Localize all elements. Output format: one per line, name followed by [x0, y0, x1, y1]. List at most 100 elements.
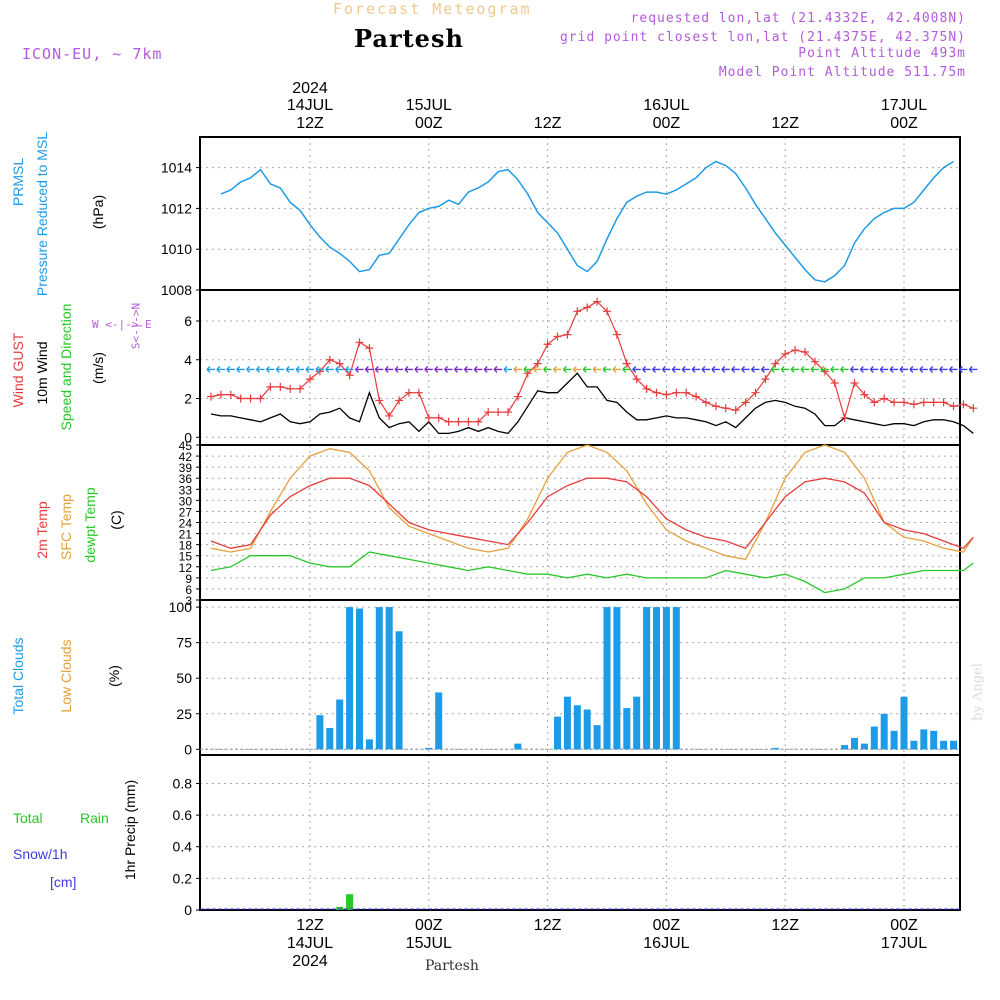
top-axis-hour: 12Z	[534, 115, 562, 132]
cloud-bar	[672, 607, 680, 750]
cloud-bar	[643, 607, 651, 750]
wind-arrow	[661, 365, 671, 373]
rain-label: Rain	[80, 810, 109, 826]
gust-marker	[900, 398, 908, 407]
gust-marker	[207, 392, 215, 401]
y-tick-label: 42	[179, 450, 193, 464]
gust-marker	[523, 369, 532, 378]
cloud-bar	[662, 607, 670, 750]
cloud-bar	[900, 696, 908, 750]
gust-marker	[840, 413, 849, 422]
y-tick-label: 1010	[161, 241, 192, 257]
y-tick-label: 0.6	[173, 807, 193, 823]
wind-arrow	[671, 365, 681, 373]
gust-marker	[622, 359, 631, 368]
bottom-axis-hour: 00Z	[653, 917, 681, 934]
wind-arrow	[285, 365, 295, 373]
gust-marker	[246, 394, 255, 403]
wind-arrow	[810, 365, 819, 373]
cloud-bar	[920, 729, 928, 750]
y-tick-label: 45	[179, 439, 193, 453]
wind-arrow	[384, 365, 394, 373]
wind-arrow	[958, 365, 968, 373]
gust-marker	[276, 382, 285, 391]
cloud-bar	[554, 716, 561, 750]
cloud-bar	[841, 745, 849, 750]
gust-marker	[692, 392, 701, 401]
gust-marker	[464, 417, 473, 426]
y-tick-label: 0.4	[173, 839, 193, 855]
wind-arrow	[444, 365, 453, 373]
y-tick-label: 39	[179, 461, 193, 475]
wind-arrow	[760, 365, 770, 373]
cloud-bar	[326, 727, 334, 750]
gust-marker	[296, 384, 305, 393]
cloud-bar	[870, 726, 878, 750]
gust-marker	[345, 371, 354, 380]
bottom-axis-year: 2024	[292, 953, 328, 970]
rain-bar	[336, 906, 344, 910]
gust-marker	[919, 398, 928, 407]
cloud-bar	[771, 747, 779, 750]
wind-arrow	[642, 365, 651, 373]
model-label: ICON-EU, ~ 7km	[22, 45, 163, 63]
y-tick-label: 0.2	[173, 870, 193, 886]
wind-arrow	[869, 365, 879, 373]
wind-arrow	[295, 365, 305, 373]
wind-arrow	[454, 365, 463, 373]
panel-frame	[199, 754, 961, 911]
cloud-bar	[860, 743, 868, 750]
wind-arrow	[246, 365, 255, 373]
cloud-bar	[375, 607, 383, 750]
y-tick-label: 21	[179, 528, 193, 542]
y-tick-label: 0	[184, 902, 192, 918]
wind-arrow	[751, 365, 760, 373]
wind-arrow	[216, 365, 225, 373]
wind-arrow	[850, 365, 859, 373]
dewpoint-line	[210, 551, 974, 594]
wind-arrow	[513, 365, 522, 373]
wind-arrow	[355, 365, 364, 373]
cloud-bar	[563, 696, 571, 750]
gust-marker	[870, 398, 879, 407]
gust-marker	[672, 388, 681, 397]
y-tick-label: 12	[179, 561, 193, 575]
y-tick-label: 9	[185, 572, 192, 586]
gust-marker	[484, 408, 493, 417]
wind-arrow	[325, 365, 334, 373]
gust-marker	[405, 388, 413, 397]
wind-arrow	[543, 365, 552, 373]
gust-marker	[880, 394, 889, 403]
cloud-bar	[435, 692, 443, 750]
cloud-bar	[583, 709, 591, 750]
bottom-axis-hour: 00Z	[890, 917, 918, 934]
gust-marker	[444, 417, 453, 426]
wind-arrow	[374, 365, 384, 373]
wind-arrow	[582, 365, 592, 373]
cloud-bar	[385, 607, 393, 750]
gust-marker	[494, 408, 503, 417]
y-tick-label: 1008	[161, 282, 192, 298]
cloud-bar	[940, 740, 948, 750]
gust-marker	[474, 417, 483, 426]
footer-location: Partesh	[425, 958, 479, 974]
gust-marker	[573, 307, 582, 316]
gust-marker	[632, 375, 641, 384]
top-axis-date: 14JUL	[287, 97, 333, 114]
wind-arrow	[741, 365, 750, 373]
wind-arrow	[364, 365, 374, 373]
wind-arrow	[820, 365, 829, 373]
y-tick-label: 3	[185, 594, 192, 608]
y-tick-label: 1014	[161, 160, 192, 176]
gust-marker	[454, 417, 463, 426]
gust-marker	[682, 388, 691, 397]
wind-arrow	[949, 365, 958, 373]
wind-arrow	[939, 365, 948, 373]
grid-point-coords: grid point closest lon,lat (21.4375E, 42…	[559, 30, 966, 45]
bottom-axis-date: 15JUL	[406, 935, 452, 952]
wind-arrow	[523, 365, 532, 373]
top-axis-hour: 12Z	[296, 115, 324, 132]
wind-arrow	[632, 365, 641, 373]
gust-marker	[721, 404, 730, 413]
wind-arrow	[305, 365, 314, 373]
